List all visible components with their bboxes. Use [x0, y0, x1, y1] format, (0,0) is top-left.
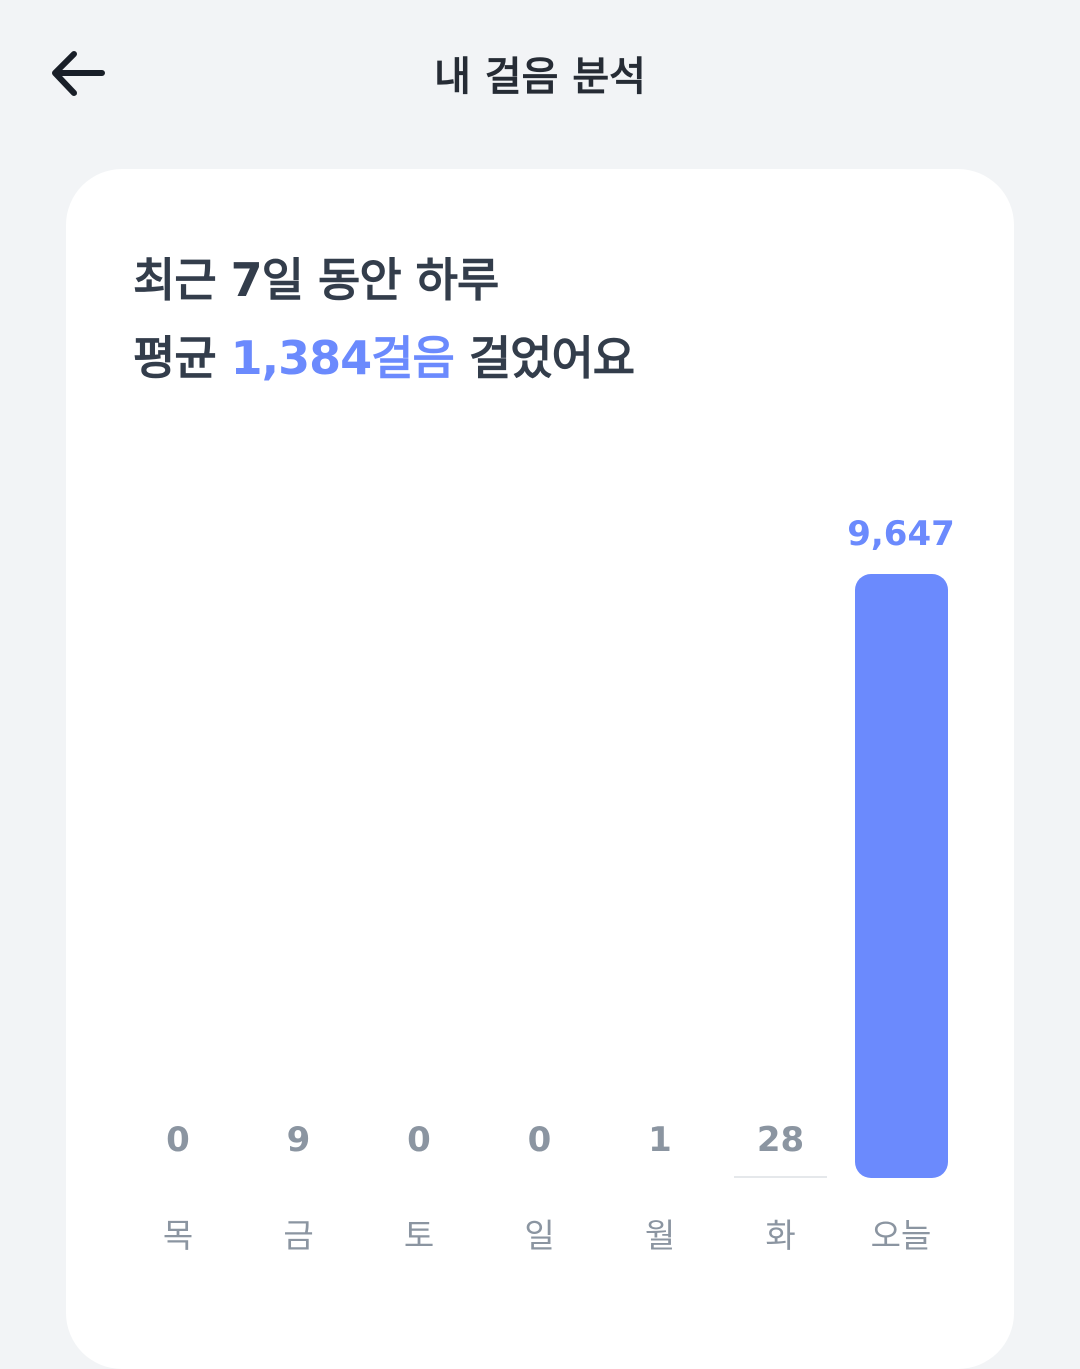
average-steps: 1,384걸음: [230, 331, 455, 385]
steps-card: 최근 7일 동안 하루 평균 1,384걸음 걸었어요 0 목 9 금 0 토 0 일 1 월 28…: [66, 169, 1014, 1369]
page-title: 내 걸음 분석: [434, 54, 646, 100]
day-label: 일: [524, 1216, 555, 1255]
value-label: 9: [286, 1120, 311, 1160]
back-button[interactable]: [48, 44, 108, 104]
value-label: 0: [527, 1120, 552, 1160]
steps-bar-chart: 0 목 9 금 0 토 0 일 1 월 28 화 9,647 오늘: [66, 169, 1014, 1369]
value-label: 1: [648, 1120, 672, 1160]
day-label: 화: [765, 1216, 796, 1255]
summary-line1: 최근 7일 동안 하루: [133, 253, 499, 307]
day-label: 월: [644, 1216, 676, 1255]
bar-6: [854, 574, 948, 1178]
value-label: 0: [166, 1120, 190, 1160]
day-label: 토: [403, 1216, 435, 1255]
day-label: 금: [283, 1216, 314, 1255]
bar-5: [734, 1176, 827, 1178]
arrow-left-icon: [52, 51, 105, 96]
summary-suffix: 걸었어요: [453, 331, 635, 385]
value-label: 0: [407, 1120, 431, 1160]
value-label: 9,647: [847, 514, 955, 554]
day-label: 오늘: [870, 1216, 932, 1255]
value-label: 28: [756, 1120, 805, 1160]
day-label: 목: [162, 1216, 194, 1255]
summary-headline: 최근 7일 동안 하루 평균 1,384걸음 걸었어요: [133, 241, 635, 397]
summary-line2: 평균 1,384걸음 걸었어요: [133, 319, 635, 397]
summary-prefix: 평균: [133, 331, 231, 385]
